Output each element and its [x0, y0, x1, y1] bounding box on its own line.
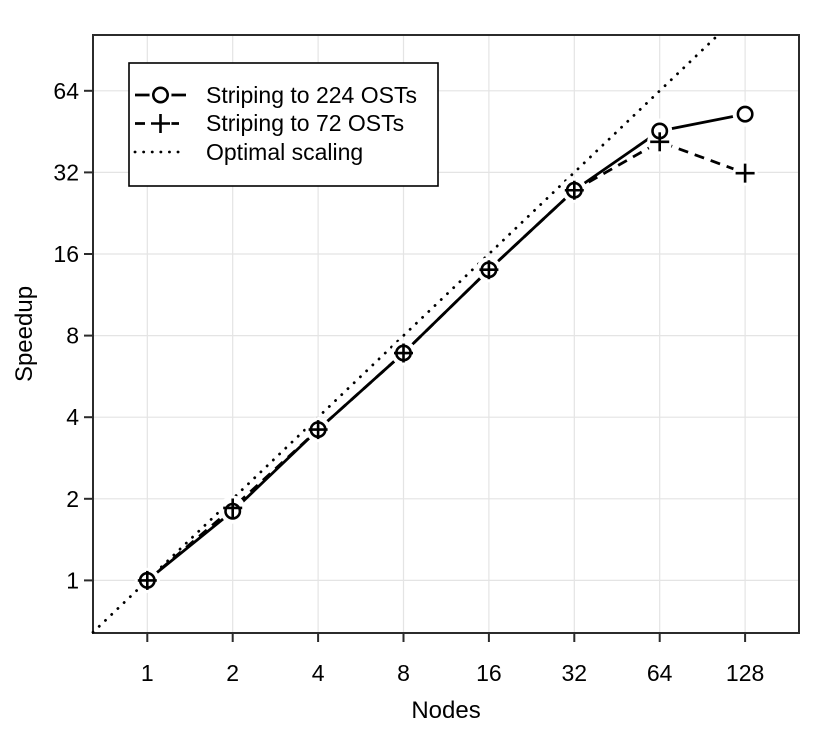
legend-label-224-osts: Striping to 224 OSTs [206, 82, 417, 108]
circle-marker [152, 86, 170, 104]
x-axis-tick-label: 64 [647, 660, 673, 686]
data-series [91, 33, 758, 634]
axis-ticks [84, 89, 747, 642]
legend-sample-dashed-plus [135, 112, 186, 135]
y-axis-tick-label: 64 [53, 78, 79, 104]
y-axis-tick-label: 16 [53, 241, 79, 267]
x-axis-tick-label: 2 [226, 660, 239, 686]
plot-border [92, 34, 800, 634]
gridlines [93, 35, 799, 633]
legend: Striping to 224 OSTs Striping to 72 OSTs… [128, 62, 439, 187]
circle-marker [736, 105, 754, 123]
legend-box [128, 62, 439, 187]
x-axis-title: Nodes [411, 697, 480, 724]
series-line-224-osts [146, 112, 746, 582]
legend-sample-solid-circle [135, 84, 186, 106]
y-axis-title: Speedup [11, 286, 38, 382]
y-axis-tick-label: 4 [66, 404, 79, 430]
x-axis-tick-label: 16 [476, 660, 502, 686]
y-axis-tick-label: 32 [53, 159, 79, 185]
legend-label-optimal: Optimal scaling [206, 139, 363, 165]
x-axis-tick-label: 32 [562, 660, 588, 686]
y-axis-tick-label: 1 [66, 567, 79, 593]
y-axis-tick-label: 2 [66, 486, 79, 512]
x-axis-tick-label: 4 [312, 660, 325, 686]
marker-halo [732, 101, 758, 127]
legend-label-72-osts: Striping to 72 OSTs [206, 110, 404, 136]
y-axis-tick-label: 8 [66, 323, 79, 349]
x-axis-tick-label: 1 [141, 660, 154, 686]
axis-tick-labels: 1 2 4 8 16 32 64 128 1 2 4 8 16 32 64 [53, 78, 764, 686]
x-axis-tick-label: 128 [726, 660, 764, 686]
x-axis-tick-label: 8 [397, 660, 410, 686]
